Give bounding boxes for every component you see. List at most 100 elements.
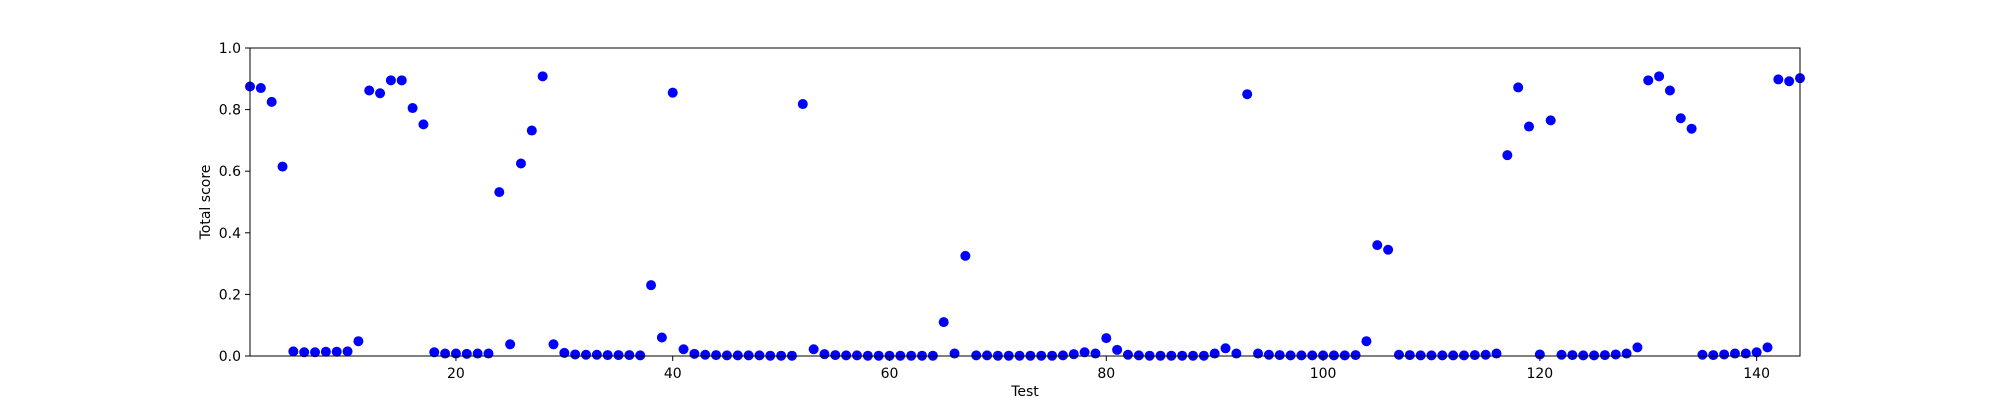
- data-point: [1285, 350, 1296, 361]
- data-point: [1448, 350, 1459, 361]
- data-point: [1708, 350, 1719, 361]
- data-point: [1242, 89, 1253, 100]
- data-point: [1491, 348, 1502, 359]
- data-point: [461, 348, 472, 359]
- data-point: [754, 350, 765, 361]
- data-point: [1068, 349, 1079, 360]
- data-point: [1621, 348, 1632, 359]
- data-point: [505, 339, 516, 350]
- data-point: [255, 83, 266, 94]
- x-tick-label: 120: [1526, 366, 1553, 382]
- data-point: [982, 350, 993, 361]
- data-point: [1458, 350, 1469, 361]
- data-point: [1101, 333, 1112, 344]
- x-axis-ticks: 20 40 60 80 100 120 140: [447, 356, 1770, 382]
- data-point: [1697, 349, 1708, 360]
- data-point: [1675, 113, 1686, 124]
- data-point: [1502, 150, 1513, 161]
- data-point: [1328, 350, 1339, 361]
- data-point: [418, 119, 429, 130]
- data-point: [1133, 350, 1144, 361]
- data-point: [1578, 350, 1589, 361]
- data-point: [548, 339, 559, 350]
- x-tick-label: 140: [1743, 366, 1770, 382]
- data-point: [1610, 349, 1621, 360]
- data-point: [830, 350, 841, 361]
- data-point: [1719, 349, 1730, 360]
- data-point: [1524, 121, 1535, 132]
- data-point: [591, 349, 602, 360]
- data-point: [667, 87, 678, 98]
- data-point: [1404, 350, 1415, 361]
- data-point: [537, 71, 548, 82]
- data-point: [1307, 350, 1318, 361]
- data-point: [949, 348, 960, 359]
- data-point: [732, 350, 743, 361]
- data-point: [570, 349, 581, 360]
- data-point: [743, 350, 754, 361]
- data-point: [1534, 349, 1545, 360]
- data-point: [1383, 244, 1394, 255]
- data-point: [1372, 240, 1383, 251]
- data-point: [364, 85, 375, 96]
- data-point: [1751, 347, 1762, 358]
- data-point: [1112, 344, 1123, 355]
- x-tick-label: 100: [1310, 366, 1337, 382]
- data-point: [1231, 348, 1242, 359]
- data-point: [960, 250, 971, 261]
- data-point: [472, 348, 483, 359]
- data-point: [1263, 349, 1274, 360]
- data-point: [429, 347, 440, 358]
- data-point: [1426, 350, 1437, 361]
- data-point: [1318, 350, 1329, 361]
- data-point: [288, 346, 299, 357]
- data-point: [407, 103, 418, 114]
- data-point: [1664, 85, 1675, 96]
- data-point: [353, 336, 364, 347]
- data-point: [320, 346, 331, 357]
- data-point: [385, 75, 396, 86]
- x-tick-label: 60: [881, 366, 899, 382]
- data-point: [1740, 348, 1751, 359]
- data-point: [624, 350, 635, 361]
- data-point: [646, 280, 657, 291]
- data-point: [1350, 350, 1361, 361]
- data-point: [1296, 350, 1307, 361]
- data-point: [938, 317, 949, 328]
- data-point: [602, 350, 613, 361]
- y-tick-label: 1.0: [219, 41, 241, 57]
- x-axis-label: Test: [1010, 384, 1039, 400]
- x-tick-label: 40: [664, 366, 682, 382]
- plot-frame: [249, 47, 1801, 357]
- data-point: [635, 350, 646, 361]
- data-point: [1654, 71, 1665, 82]
- data-point: [483, 348, 494, 359]
- plot-area: [250, 48, 1800, 356]
- x-tick-label: 80: [1097, 366, 1115, 382]
- data-point: [1513, 82, 1524, 93]
- data-point: [851, 350, 862, 361]
- y-tick-label: 0.0: [219, 349, 241, 365]
- data-point: [971, 350, 982, 361]
- data-point: [808, 344, 819, 355]
- data-point: [396, 75, 407, 86]
- data-point: [1762, 342, 1773, 353]
- data-point: [1599, 350, 1610, 361]
- data-point: [1393, 349, 1404, 360]
- data-point: [1589, 350, 1600, 361]
- data-point: [559, 347, 570, 358]
- data-point: [299, 347, 310, 358]
- data-point: [1437, 350, 1448, 361]
- data-point: [1122, 349, 1133, 360]
- data-point: [1469, 350, 1480, 361]
- data-point: [819, 349, 830, 360]
- data-point: [711, 350, 722, 361]
- x-tick-label: 20: [447, 366, 465, 382]
- data-point: [375, 88, 386, 99]
- data-point: [841, 350, 852, 361]
- data-point: [1274, 350, 1285, 361]
- y-tick-label: 0.4: [219, 226, 241, 242]
- data-point: [1567, 350, 1578, 361]
- data-point: [494, 187, 505, 198]
